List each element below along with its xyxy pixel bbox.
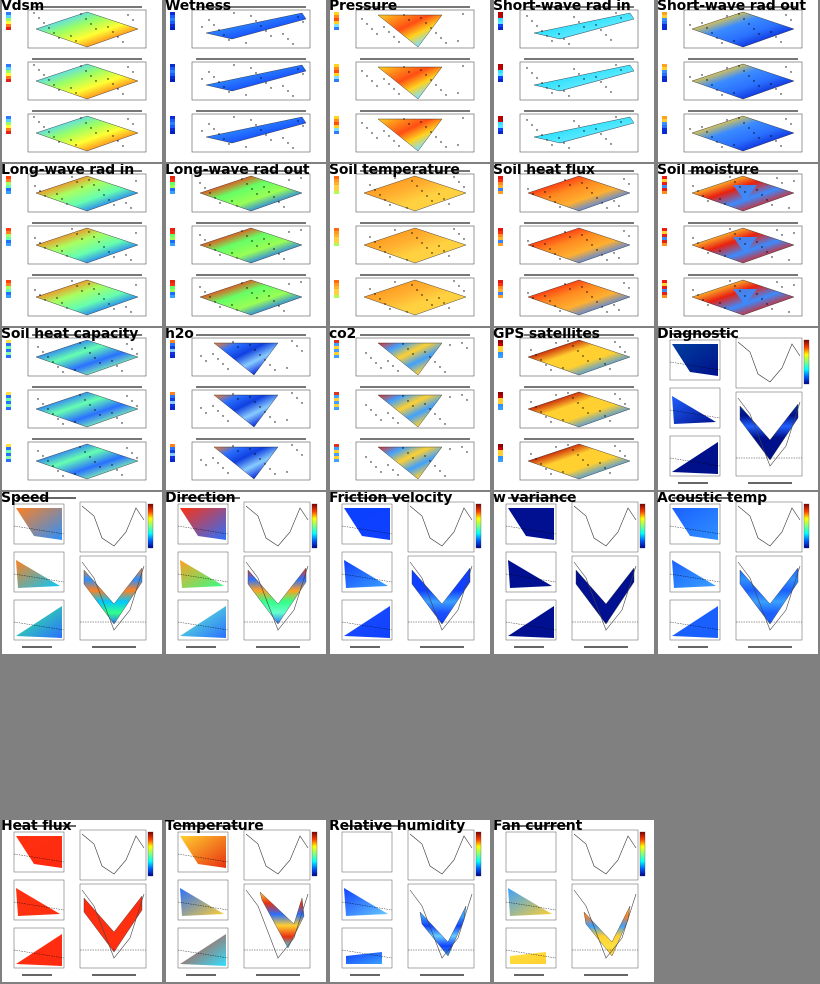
- tile-w-variance[interactable]: w variance: [492, 492, 656, 656]
- plot-thumbnail: [6, 334, 147, 481]
- plot-thumbnail: [669, 333, 810, 484]
- tile-soil-moisture[interactable]: Soil moisture: [656, 164, 820, 328]
- tile-co2[interactable]: co2: [328, 328, 492, 492]
- tile-speed[interactable]: Speed: [0, 492, 164, 656]
- tile-h2o[interactable]: h2o: [164, 328, 328, 492]
- plot-thumbnail: [6, 6, 147, 153]
- tile-short-wave-rad-in[interactable]: Short-wave rad in: [492, 0, 656, 164]
- plot-thumbnail: [498, 6, 639, 153]
- tile-relative-humidity[interactable]: Relative humidity: [328, 820, 492, 984]
- tile-empty: [164, 656, 328, 820]
- tile-empty: [492, 656, 656, 820]
- plot-thumbnail: [341, 825, 482, 976]
- plot-thumbnail: [341, 497, 482, 648]
- tile-wetness[interactable]: Wetness: [164, 0, 328, 164]
- plot-thumbnail: [334, 170, 475, 317]
- tile-heat-flux[interactable]: Heat flux: [0, 820, 164, 984]
- plot-thumbnail: [662, 6, 803, 153]
- plot-thumbnail: [177, 497, 318, 648]
- tile-long-wave-rad-out[interactable]: Long-wave rad out: [164, 164, 328, 328]
- plot-thumbnail: [170, 334, 311, 481]
- tile-fan-current[interactable]: Fan current: [492, 820, 656, 984]
- tile-long-wave-rad-in[interactable]: Long-wave rad in: [0, 164, 164, 328]
- plot-thumbnail: [498, 170, 639, 317]
- tile-short-wave-rad-out[interactable]: Short-wave rad out: [656, 0, 820, 164]
- plot-thumbnail: [498, 334, 639, 481]
- plot-thumbnail: [13, 825, 154, 976]
- tile-soil-heat-flux[interactable]: Soil heat flux: [492, 164, 656, 328]
- plot-thumbnail: [505, 825, 646, 976]
- tile-direction[interactable]: Direction: [164, 492, 328, 656]
- tile-pressure[interactable]: Pressure: [328, 0, 492, 164]
- tile-temperature[interactable]: Temperature: [164, 820, 328, 984]
- tile-acoustic-temp[interactable]: Acoustic temp: [656, 492, 820, 656]
- plot-thumbnail: [13, 497, 154, 648]
- tile-vdsm[interactable]: Vdsm: [0, 0, 164, 164]
- plot-thumbnail: [177, 825, 318, 976]
- tile-soil-temperature[interactable]: Soil temperature: [328, 164, 492, 328]
- tile-gps-satellites[interactable]: GPS satellites: [492, 328, 656, 492]
- tile-diagnostic[interactable]: Diagnostic: [656, 328, 820, 492]
- plot-thumbnail: [662, 170, 803, 317]
- tile-empty: [328, 656, 492, 820]
- plot-thumbnail: [170, 6, 311, 153]
- plot-thumbnail: [505, 497, 646, 648]
- plot-thumbnail: [334, 334, 475, 481]
- plot-thumbnail: [334, 6, 475, 153]
- tile-empty: [0, 656, 164, 820]
- tile-empty: [656, 656, 820, 820]
- tile-empty: [656, 820, 820, 984]
- plot-thumbnail: [6, 170, 147, 317]
- tile-friction-velocity[interactable]: Friction velocity: [328, 492, 492, 656]
- plot-thumbnail: [170, 170, 311, 317]
- plot-thumbnail: [669, 497, 810, 648]
- tile-soil-heat-capacity[interactable]: Soil heat capacity: [0, 328, 164, 492]
